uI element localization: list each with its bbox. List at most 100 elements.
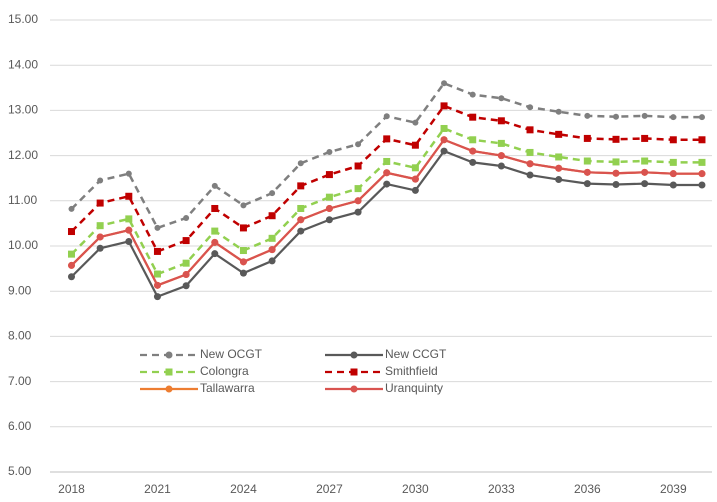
marker [698,136,706,144]
marker [411,164,419,172]
marker [555,153,563,161]
legend-label: Colongra [200,364,249,378]
marker [211,182,218,189]
y-tick-label: 6.00 [8,419,32,433]
marker [239,224,247,232]
marker [411,141,419,149]
x-tick-label: 2030 [402,482,429,496]
marker [669,181,677,189]
marker [183,214,190,221]
marker [583,157,591,165]
marker [354,185,362,193]
marker [669,158,677,166]
marker [698,114,705,121]
marker [96,199,104,207]
marker [641,168,649,176]
marker [96,244,104,252]
marker [555,108,562,115]
marker [527,104,534,111]
marker [68,205,75,212]
marker [555,176,563,184]
marker [383,135,391,143]
marker [354,162,362,170]
marker [411,175,419,183]
marker [67,261,75,269]
marker [96,222,104,230]
marker [182,259,190,267]
marker [526,148,534,156]
legend-label: Smithfield [385,364,438,378]
legend-marker [350,351,358,359]
marker [612,135,620,143]
legend-label: Uranquinty [385,381,443,395]
x-tick-label: 2036 [574,482,601,496]
marker [268,234,276,242]
marker [469,147,477,155]
marker [440,136,448,144]
marker [440,102,448,110]
marker [412,119,419,126]
marker [153,281,161,289]
marker [354,197,362,205]
marker [67,228,75,236]
marker [239,247,247,255]
marker [326,148,333,155]
y-tick-label: 8.00 [8,329,32,343]
marker [497,117,505,125]
marker [612,158,620,166]
x-tick-label: 2021 [144,482,171,496]
marker [297,216,305,224]
marker [440,124,448,132]
marker [497,162,505,170]
marker [96,233,104,241]
marker [441,80,448,87]
y-tick-label: 7.00 [8,374,32,388]
marker [555,130,563,138]
marker [583,168,591,176]
legend-marker [165,368,173,376]
legend-marker [350,385,358,393]
marker [154,224,161,231]
marker [297,182,305,190]
marker [211,250,219,258]
marker [698,170,706,178]
x-tick-label: 2018 [58,482,85,496]
marker [583,180,591,188]
x-tick-label: 2039 [660,482,687,496]
marker [239,269,247,277]
y-tick-label: 10.00 [8,238,38,252]
marker [612,169,620,177]
marker [182,270,190,278]
marker [239,258,247,266]
marker [670,114,677,121]
marker [497,152,505,160]
marker [240,202,247,209]
y-tick-label: 5.00 [8,464,32,478]
legend-label: Tallawarra [200,381,255,395]
marker [125,226,133,234]
marker [641,180,649,188]
marker [698,158,706,166]
marker [669,170,677,178]
marker [325,193,333,201]
marker [269,190,276,197]
legend-marker [165,351,173,359]
marker [497,139,505,147]
marker [153,293,161,301]
marker [125,237,133,245]
marker [469,136,477,144]
marker [583,134,591,142]
marker [153,247,161,255]
marker [211,238,219,246]
x-tick-label: 2027 [316,482,343,496]
legend-label: New OCGT [200,347,263,361]
marker [469,91,476,98]
marker [67,250,75,258]
marker [584,112,591,119]
marker [325,171,333,179]
legend-marker [350,368,358,376]
marker [526,171,534,179]
marker [612,181,620,189]
marker [641,134,649,142]
y-tick-label: 11.00 [8,193,37,207]
